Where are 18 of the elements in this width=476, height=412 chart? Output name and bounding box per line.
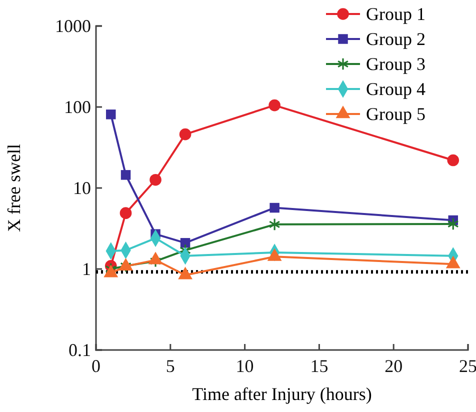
- legend-label: Group 3: [366, 54, 426, 74]
- x-tick-label: 15: [310, 356, 328, 376]
- x-tick-label: 25: [459, 356, 476, 376]
- x-tick-label: 0: [92, 356, 100, 376]
- x-tick-label: 5: [166, 356, 175, 376]
- y-tick-label: 100: [64, 96, 91, 117]
- y-axis-title: X free swell: [4, 144, 24, 232]
- x-tick-label: 20: [384, 356, 403, 376]
- y-tick-label: 1000: [55, 16, 91, 36]
- y-tick-label: 1: [82, 258, 91, 279]
- legend-label: Group 4: [366, 79, 426, 99]
- x-tick-label: 10: [236, 356, 254, 376]
- y-tick-label: 0.1: [68, 340, 91, 360]
- x-axis-title: Time after Injury (hours): [192, 384, 372, 404]
- legend-label: Group 2: [366, 29, 426, 49]
- legend-label: Group 1: [366, 4, 426, 24]
- y-tick-label: 10: [73, 178, 91, 198]
- legend-label: Group 5: [366, 104, 426, 124]
